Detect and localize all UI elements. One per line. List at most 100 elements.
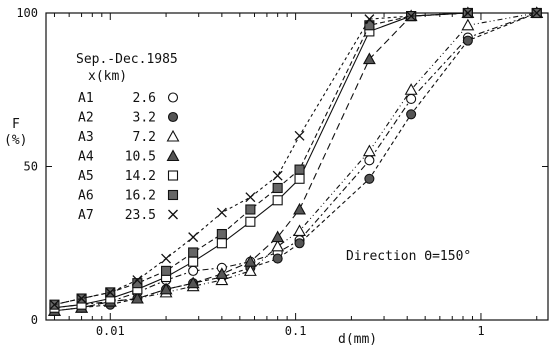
legend-entry: A1 2.6 xyxy=(78,91,179,106)
data-point xyxy=(272,182,283,194)
y-axis-label: F xyxy=(12,117,20,132)
x-marker-stroke xyxy=(188,232,199,243)
data-point xyxy=(272,253,283,264)
legend-marker xyxy=(167,111,179,123)
x-tick-label: 1 xyxy=(477,324,484,338)
data-point xyxy=(216,228,227,240)
x-tick-label: 0.1 xyxy=(285,324,307,338)
axis-ticks: 0.01 0.1 1 0 50 100 xyxy=(16,6,548,338)
legend-distance: 23.5 xyxy=(125,208,156,223)
data-point xyxy=(362,144,376,157)
data-point xyxy=(161,253,172,264)
data-point xyxy=(294,238,305,249)
data-point xyxy=(362,52,376,65)
legend-distance: 16.2 xyxy=(125,189,156,204)
series-a7 xyxy=(49,8,542,310)
y-tick-label: 100 xyxy=(16,6,38,20)
data-point xyxy=(130,291,144,304)
x-marker-stroke xyxy=(406,11,417,22)
x-tick-label: 0.01 xyxy=(96,324,125,338)
data-point xyxy=(215,273,229,286)
x-marker-stroke xyxy=(168,209,178,220)
x-marker-stroke xyxy=(245,192,256,203)
data-point xyxy=(272,170,283,181)
data-point xyxy=(159,282,173,295)
data-point xyxy=(364,14,375,25)
data-point xyxy=(406,11,417,22)
y-axis-unit: (%) xyxy=(4,133,27,148)
data-point xyxy=(245,192,256,203)
data-point xyxy=(243,255,257,267)
data-point xyxy=(364,173,375,184)
legend-series-name: A1 xyxy=(78,91,94,106)
data-point xyxy=(132,275,143,286)
series-line xyxy=(54,12,537,306)
data-point xyxy=(161,265,172,276)
x-marker-stroke xyxy=(105,287,116,298)
data-point xyxy=(271,239,285,252)
data-point xyxy=(271,230,285,243)
data-point xyxy=(105,287,116,298)
legend-entry: A4 10.5 xyxy=(78,149,180,165)
series-layer xyxy=(48,6,544,316)
legend-marker xyxy=(166,149,180,162)
chart-title: Sep.-Dec.1985 xyxy=(76,52,178,67)
data-point xyxy=(188,232,199,243)
data-point xyxy=(531,8,542,18)
legend-header: x(km) xyxy=(88,69,127,84)
legend-marker xyxy=(166,129,180,142)
legend: A1 2.6 A2 3.2 A3 7.2 A4 10.5 A5 14.2 A6 16.2 A7 23.5 xyxy=(78,91,180,223)
legend-series-name: A5 xyxy=(78,169,94,184)
x-marker-stroke xyxy=(294,130,305,141)
series-a6 xyxy=(49,7,542,310)
x-marker-stroke xyxy=(272,170,283,181)
data-point xyxy=(293,202,306,215)
series-line xyxy=(54,12,537,306)
data-point xyxy=(186,276,200,289)
data-point xyxy=(188,256,199,267)
data-point xyxy=(406,109,417,120)
legend-distance: 7.2 xyxy=(133,130,156,145)
data-point xyxy=(294,173,305,184)
x-axis-label: d(mm) xyxy=(338,332,377,347)
legend-distance: 2.6 xyxy=(133,91,156,106)
x-marker-stroke xyxy=(364,14,375,25)
legend-series-name: A3 xyxy=(78,130,94,145)
data-point xyxy=(406,93,417,105)
data-point xyxy=(462,35,473,46)
legend-entry: A3 7.2 xyxy=(78,129,180,145)
legend-entry: A5 14.2 xyxy=(78,169,179,184)
series-line xyxy=(54,12,538,312)
legend-series-name: A4 xyxy=(78,150,94,165)
data-point xyxy=(243,264,257,276)
direction-annotation: Direction Θ=150° xyxy=(346,249,471,264)
legend-distance: 3.2 xyxy=(133,111,156,126)
data-point xyxy=(462,8,473,18)
x-marker-stroke xyxy=(132,275,143,286)
legend-distance: 14.2 xyxy=(125,169,156,184)
legend-entry: A7 23.5 xyxy=(78,208,178,223)
data-point xyxy=(216,207,227,218)
data-point xyxy=(461,18,475,31)
data-point xyxy=(132,278,143,289)
data-point xyxy=(293,224,306,237)
data-point xyxy=(188,265,199,276)
data-point xyxy=(49,299,60,310)
x-marker-stroke xyxy=(531,8,542,18)
data-point xyxy=(364,155,375,166)
data-point xyxy=(294,130,305,141)
data-point xyxy=(188,247,199,258)
legend-entry: A2 3.2 xyxy=(78,111,179,126)
data-point xyxy=(294,164,305,175)
x-marker-stroke xyxy=(161,253,172,264)
y-tick-label: 50 xyxy=(24,160,38,174)
data-point xyxy=(272,195,283,206)
y-tick-label: 0 xyxy=(31,313,38,327)
data-point xyxy=(216,238,227,249)
data-point xyxy=(364,20,375,31)
data-point xyxy=(76,293,87,304)
legend-marker xyxy=(167,170,179,181)
x-marker-stroke xyxy=(216,207,227,218)
data-point xyxy=(245,204,256,215)
